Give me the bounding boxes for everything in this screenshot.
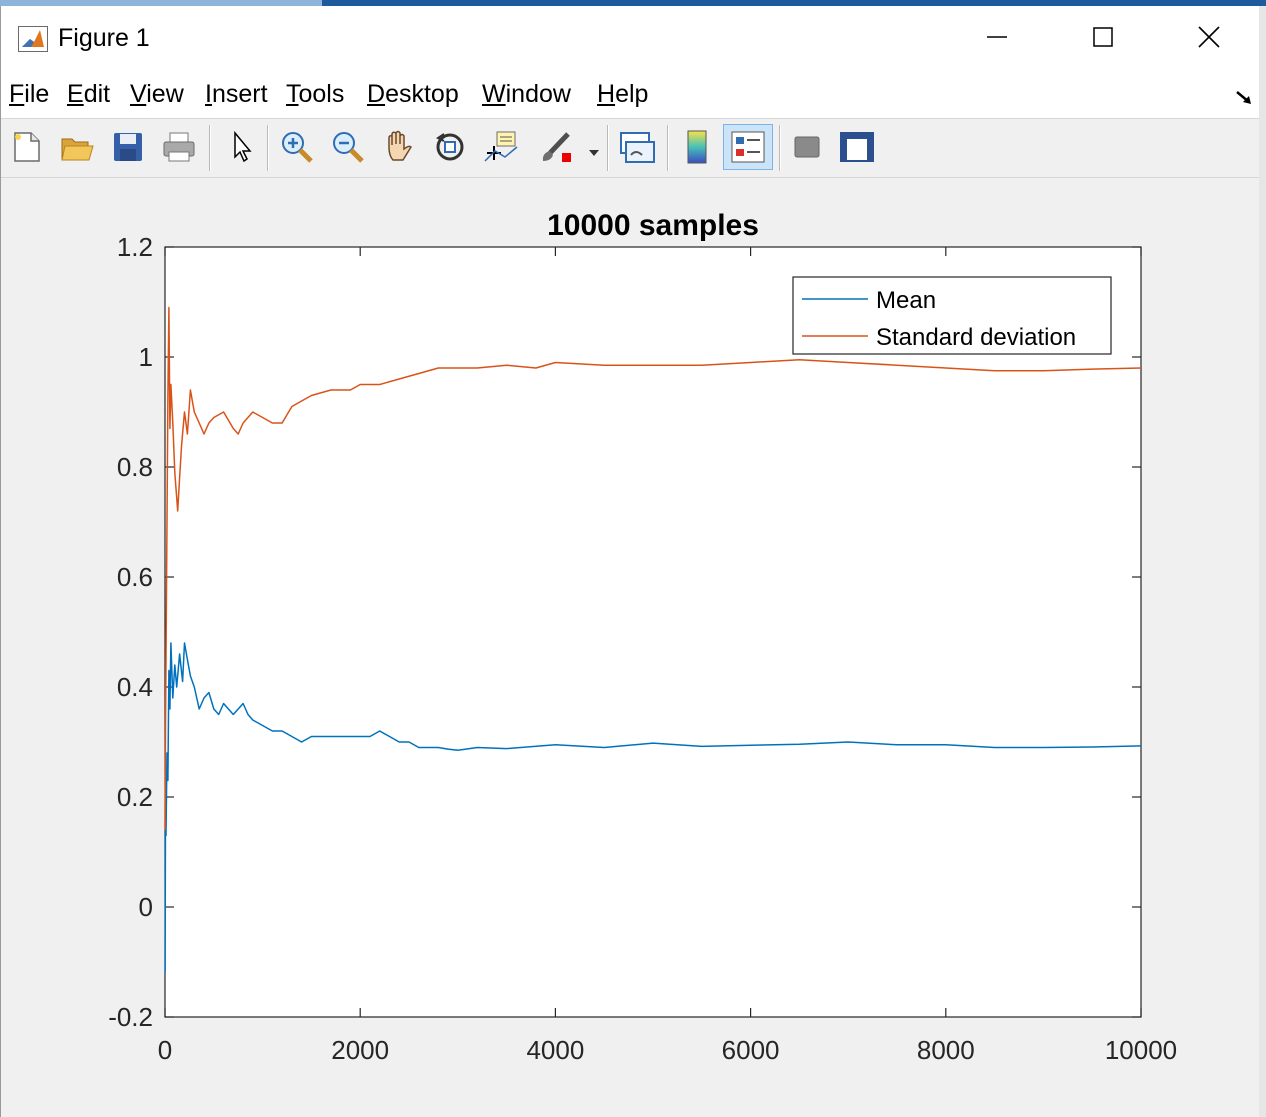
zoom-out-icon[interactable] xyxy=(328,127,368,167)
new-figure-icon[interactable] xyxy=(7,127,47,167)
maximize-button[interactable] xyxy=(1053,8,1153,66)
menu-desktop[interactable]: Desktop xyxy=(367,80,459,108)
x-tick-label: 4000 xyxy=(526,1035,584,1065)
close-icon xyxy=(1198,26,1220,48)
save-icon[interactable] xyxy=(108,127,148,167)
legend-label-std: Standard deviation xyxy=(876,324,1076,351)
print-icon[interactable] xyxy=(159,127,199,167)
y-tick-label: 0 xyxy=(139,892,153,922)
rotate-3d-icon[interactable] xyxy=(430,127,470,167)
title-bar: Figure 1 xyxy=(1,6,1259,68)
x-tick-label: 6000 xyxy=(722,1035,780,1065)
legend[interactable]: Mean Standard deviation xyxy=(792,276,1112,355)
maximize-icon xyxy=(1093,27,1113,47)
taskbar-strip xyxy=(0,0,1266,6)
open-file-icon[interactable] xyxy=(57,127,97,167)
std-line[interactable] xyxy=(164,306,1142,831)
brush-dropdown-icon[interactable] xyxy=(588,144,600,162)
y-tick-label: 1 xyxy=(139,342,153,372)
y-tick-label: 0.2 xyxy=(117,782,153,812)
series-group xyxy=(164,306,1142,974)
toolbar-separator xyxy=(267,125,269,171)
hide-plot-tools-icon[interactable] xyxy=(787,127,827,167)
toolbar-separator xyxy=(607,125,609,171)
chart-title: 10000 samples xyxy=(547,209,759,242)
legend-box xyxy=(792,276,1112,355)
matlab-icon xyxy=(18,26,48,52)
menu-file[interactable]: File xyxy=(9,80,50,108)
menu-view[interactable]: View xyxy=(130,80,184,108)
edit-plot-arrow-icon[interactable] xyxy=(221,127,261,167)
figure-toolbar xyxy=(1,118,1259,178)
minimize-button[interactable] xyxy=(947,8,1047,66)
y-tick-label: 0.8 xyxy=(117,452,153,482)
show-plot-tools-icon[interactable] xyxy=(837,127,877,167)
menu-window[interactable]: Window xyxy=(482,80,571,108)
pan-hand-icon[interactable] xyxy=(379,127,419,167)
legend-icon[interactable] xyxy=(723,124,773,170)
menu-bar: File Edit View Insert Tools Desktop Wind… xyxy=(1,68,1259,118)
link-plot-icon[interactable] xyxy=(617,127,657,167)
brush-icon[interactable] xyxy=(536,127,576,167)
toolbar-separator xyxy=(667,125,669,171)
toolbar-separator xyxy=(779,125,781,171)
legend-label-mean: Mean xyxy=(876,287,936,314)
x-tick-label: 2000 xyxy=(331,1035,389,1065)
x-tick-label: 10000 xyxy=(1105,1035,1177,1065)
plot-axes[interactable] xyxy=(164,246,1142,1018)
menu-insert[interactable]: Insert xyxy=(205,80,268,108)
window-title: Figure 1 xyxy=(58,24,150,52)
menu-help[interactable]: Help xyxy=(597,80,649,108)
data-cursor-icon[interactable] xyxy=(481,127,521,167)
y-tick-label: 1.2 xyxy=(117,232,153,262)
toolbar-separator xyxy=(209,125,211,171)
y-tick-label: -0.2 xyxy=(108,1002,153,1032)
y-tick-label: 0.6 xyxy=(117,562,153,592)
zoom-in-icon[interactable] xyxy=(277,127,317,167)
y-tick-label: 0.4 xyxy=(117,672,153,702)
close-button[interactable] xyxy=(1159,8,1259,66)
x-tick-label: 8000 xyxy=(917,1035,975,1065)
mean-line[interactable] xyxy=(164,642,1142,974)
axis-ticks: 0 2000 4000 6000 8000 10000-0.200.20.40.60.81… xyxy=(108,232,1177,1065)
dock-arrow-icon[interactable] xyxy=(1235,90,1253,109)
menu-edit[interactable]: Edit xyxy=(67,80,111,108)
colorbar-icon[interactable] xyxy=(677,127,717,167)
x-tick-label: 0 xyxy=(158,1035,172,1065)
window-edge xyxy=(1259,6,1266,1117)
minimize-icon xyxy=(987,36,1007,38)
menu-tools[interactable]: Tools xyxy=(286,80,345,108)
